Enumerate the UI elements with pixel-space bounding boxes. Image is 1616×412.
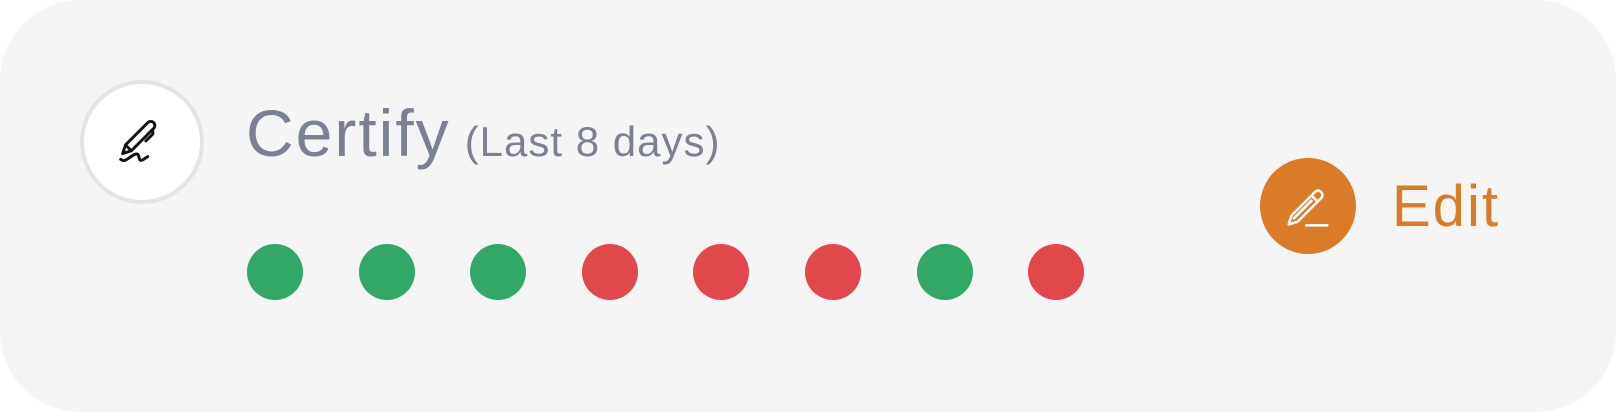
status-dot-success bbox=[916, 244, 973, 300]
status-dot-success bbox=[358, 244, 415, 300]
status-history bbox=[247, 244, 1140, 300]
certify-title: Certify (Last 8 days) bbox=[246, 95, 720, 175]
status-dot-failure bbox=[581, 244, 638, 300]
status-dot-success bbox=[470, 244, 527, 300]
edit-icon-circle[interactable] bbox=[1260, 158, 1356, 254]
pencil-icon bbox=[1287, 189, 1329, 227]
edit-button[interactable]: Edit bbox=[1260, 158, 1500, 254]
status-dot-failure bbox=[1028, 244, 1085, 300]
status-dot-failure bbox=[693, 244, 750, 300]
certify-avatar bbox=[80, 80, 204, 204]
edit-label[interactable]: Edit bbox=[1392, 173, 1500, 239]
page-title: Certify bbox=[246, 96, 451, 170]
period-label: (Last 8 days) bbox=[464, 118, 721, 165]
status-dot-failure bbox=[804, 244, 861, 300]
status-dot-success bbox=[247, 244, 303, 300]
signature-pen-icon bbox=[119, 119, 157, 162]
